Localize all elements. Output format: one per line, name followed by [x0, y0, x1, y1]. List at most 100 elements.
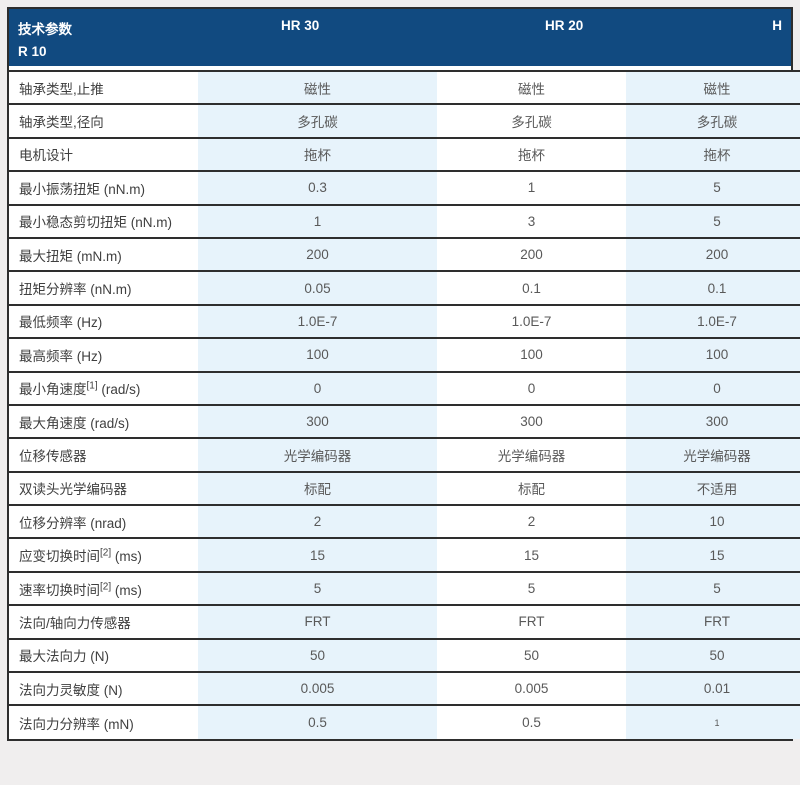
spec-value-hr30: 0 [198, 370, 437, 405]
spec-label-cell: 应变切换时间[2] (ms) [9, 537, 198, 572]
spec-label-cell: 轴承类型,止推 [9, 71, 198, 105]
spec-label-unit: (ms) [111, 549, 142, 565]
spec-label-cell: 速率切换时间[2] (ms) [9, 570, 198, 606]
spec-value-hr10: 100 [626, 337, 800, 372]
spec-value-hr10: 0.1 [626, 270, 800, 305]
spec-value-hr10: 15 [626, 537, 800, 572]
spec-label-cell: 法向力分辨率 (mN) [9, 704, 198, 739]
spec-value-hr20: 2 [437, 504, 626, 539]
table-row: 法向力分辨率 (mN) 0.5 0.5 1 [9, 704, 800, 739]
spec-label-cell: 最大法向力 (N) [9, 637, 198, 673]
spec-value-hr10: 磁性 [626, 71, 800, 105]
spec-label: 速率切换时间 [19, 582, 100, 598]
spec-label: 位移传感器 [19, 448, 87, 464]
table-row: 轴承类型,径向 多孔碳 多孔碳 多孔碳 [9, 103, 800, 138]
column-header-hr30: HR 30 [281, 18, 320, 33]
spec-value-hr20: 标配 [437, 470, 626, 506]
spec-label: 电机设计 [19, 148, 73, 164]
page-title: 技术参数 [18, 22, 72, 37]
spec-label: 扭矩分辨率 (nN.m) [19, 282, 132, 298]
spec-value-hr20: 5 [437, 570, 626, 606]
spec-label: 最小角速度 [19, 382, 87, 398]
spec-label-superscript: [1] [86, 380, 98, 392]
table-row: 电机设计 拖杯 拖杯 拖杯 [9, 136, 800, 172]
spec-value-hr20: 光学编码器 [437, 437, 626, 472]
spec-label-cell: 位移分辨率 (nrad) [9, 504, 198, 539]
spec-value-hr30: 多孔碳 [198, 103, 437, 138]
spec-value-hr30: 300 [198, 403, 437, 439]
table-row: 法向/轴向力传感器 FRT FRT FRT [9, 604, 800, 639]
spec-value-hr10: 5 [626, 570, 800, 606]
spec-label-cell: 位移传感器 [9, 437, 198, 472]
spec-value-hr10: 不适用 [626, 470, 800, 506]
column-header-hr10-wrap-start: H [772, 18, 782, 33]
spec-label-cell: 法向/轴向力传感器 [9, 604, 198, 639]
spec-value-hr20: 磁性 [437, 71, 626, 105]
table-row: 最小振荡扭矩 (nN.m) 0.3 1 5 [9, 170, 800, 205]
column-header-hr20: HR 20 [545, 18, 584, 33]
spec-label-cell: 双读头光学编码器 [9, 470, 198, 506]
spec-label-cell: 最高频率 (Hz) [9, 337, 198, 372]
spec-value-hr30: 15 [198, 537, 437, 572]
table-header: 技术参数 HR 30 HR 20 H R 10 [9, 9, 791, 66]
spec-label-cell: 最低频率 (Hz) [9, 303, 198, 339]
spec-value-hr20: 3 [437, 203, 626, 238]
spec-label: 轴承类型,径向 [19, 115, 104, 131]
spec-value-hr30: 2 [198, 504, 437, 539]
spec-label: 最小稳态剪切扭矩 (nN.m) [19, 215, 172, 231]
spec-label: 位移分辨率 (nrad) [19, 515, 127, 531]
spec-value-hr30: 1 [198, 203, 437, 238]
table-row: 最大角速度 (rad/s) 300 300 300 [9, 403, 800, 439]
spec-value-hr10: 200 [626, 236, 800, 272]
spec-label-superscript: [2] [100, 581, 112, 593]
spec-value-hr10: FRT [626, 604, 800, 639]
table-row: 最高频率 (Hz) 100 100 100 [9, 337, 800, 372]
spec-value-hr30: 0.05 [198, 270, 437, 305]
spec-value-hr30: 标配 [198, 470, 437, 506]
spec-value-hr10: 300 [626, 403, 800, 439]
spec-label-cell: 最小稳态剪切扭矩 (nN.m) [9, 203, 198, 238]
spec-value-hr10: 50 [626, 637, 800, 673]
spec-label: 应变切换时间 [19, 549, 100, 565]
spec-label: 最大角速度 (rad/s) [19, 415, 130, 431]
header-body-divider [9, 66, 791, 70]
spec-label: 轴承类型,止推 [19, 81, 104, 97]
spec-value-hr20: 多孔碳 [437, 103, 626, 138]
spec-value-hr20: 200 [437, 236, 626, 272]
spec-label-superscript: [2] [100, 547, 112, 559]
spec-value-hr30: 0.3 [198, 170, 437, 205]
spec-value-hr20: 1 [437, 170, 626, 205]
spec-label: 最大法向力 (N) [19, 649, 109, 665]
spec-value-hr30: 0.005 [198, 671, 437, 706]
spec-label-cell: 轴承类型,径向 [9, 103, 198, 138]
spec-value-hr20: 50 [437, 637, 626, 673]
spec-label-cell: 最大扭矩 (mN.m) [9, 236, 198, 272]
table-row: 位移传感器 光学编码器 光学编码器 光学编码器 [9, 437, 800, 472]
spec-label: 法向力灵敏度 (N) [19, 682, 123, 698]
spec-label: 最大扭矩 (mN.m) [19, 248, 122, 264]
table-row: 扭矩分辨率 (nN.m) 0.05 0.1 0.1 [9, 270, 800, 305]
spec-value-hr10: 5 [626, 170, 800, 205]
spec-label: 最小振荡扭矩 (nN.m) [19, 181, 145, 197]
spec-label-cell: 电机设计 [9, 136, 198, 172]
spec-value-hr10: 多孔碳 [626, 103, 800, 138]
spec-value-hr30: 拖杯 [198, 136, 437, 172]
spec-value-hr20: 0.1 [437, 270, 626, 305]
table-row: 双读头光学编码器 标配 标配 不适用 [9, 470, 800, 506]
spec-value-hr30: 200 [198, 236, 437, 272]
spec-value-hr30: 50 [198, 637, 437, 673]
spec-label: 最低频率 (Hz) [19, 315, 103, 331]
spec-table-body: 轴承类型,止推 磁性 磁性 磁性 轴承类型,径向 多孔碳 多孔碳 多孔碳 电机设… [9, 70, 800, 739]
spec-label: 法向/轴向力传感器 [19, 615, 131, 631]
table-row: 速率切换时间[2] (ms) 5 5 5 [9, 570, 800, 606]
spec-value-hr10: 5 [626, 203, 800, 238]
spec-value-hr10: 光学编码器 [626, 437, 800, 472]
spec-value-hr20: 15 [437, 537, 626, 572]
spec-value-hr10: 10 [626, 504, 800, 539]
table-row: 最大扭矩 (mN.m) 200 200 200 [9, 236, 800, 272]
spec-label-cell: 最小角速度[1] (rad/s) [9, 370, 198, 405]
spec-value-hr20: 1.0E-7 [437, 303, 626, 339]
spec-label-cell: 法向力灵敏度 (N) [9, 671, 198, 706]
spec-value-hr30: FRT [198, 604, 437, 639]
table-row: 最低频率 (Hz) 1.0E-7 1.0E-7 1.0E-7 [9, 303, 800, 339]
